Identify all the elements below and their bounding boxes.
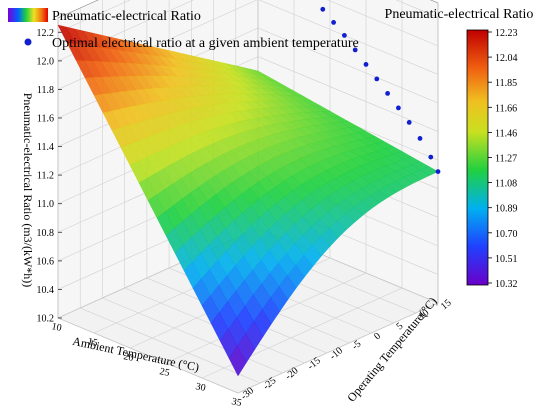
optimal-points [320, 6, 441, 175]
legend-surface-swatch [8, 8, 48, 22]
optimal-point [385, 91, 390, 96]
colorbar-tick-label: 10.70 [495, 229, 518, 240]
z-tick-label: 11.0 [37, 199, 54, 210]
y-gridline [79, 8, 261, 384]
optimal-point [396, 105, 401, 111]
colorbar-tick-label: 11.27 [495, 154, 517, 165]
legend: Pneumatic-electrical Ratio Optimal elect… [8, 8, 359, 51]
colorbar: Pneumatic-electrical Ratio 12.23 12.04 11.… [385, 7, 534, 290]
x-tick-label: 15 [86, 336, 98, 349]
z-tick-label: 12.2 [37, 28, 55, 39]
optimal-point [374, 76, 380, 82]
z-tick-label: 12.0 [37, 56, 55, 67]
surface-patch [228, 345, 247, 377]
z-axis-ticks: 10.2 10.4 10.6 10.8 11.0 11.2 11.4 11.6 11.8 12.0… [37, 28, 62, 325]
colorbar-tick-label: 11.85 [495, 78, 517, 89]
z-tick-label: 10.2 [37, 314, 55, 325]
z-tick-label: 11.8 [37, 85, 54, 96]
x-tick-label: 25 [158, 366, 170, 379]
colorbar-tick-label: 10.32 [495, 279, 518, 290]
z-tick-label: 10.6 [37, 256, 55, 267]
y-tick-label: 15 [439, 297, 454, 312]
y-tick-label: 5 [394, 321, 405, 333]
colorbar-tick-label: 12.04 [495, 53, 518, 64]
colorbar-gradient [466, 29, 489, 286]
z-axis-label: Pneumatic-electrical Ratio (m3/(kW*h)) [21, 93, 35, 288]
optimal-point [320, 6, 326, 12]
colorbar-tick-label: 10.51 [495, 254, 518, 265]
surface-mesh [57, 24, 439, 377]
x-tick-label: 30 [194, 381, 206, 394]
z-tick-label: 11.2 [37, 171, 54, 182]
legend-surface-label: Pneumatic-electrical Ratio [52, 9, 201, 24]
z-tick-label: 10.8 [37, 228, 55, 239]
z-tick-label: 11.4 [37, 142, 54, 153]
colorbar-tick-label: 11.46 [495, 128, 517, 139]
optimal-point [428, 154, 434, 160]
colorbar-tick-label: 12.23 [495, 28, 518, 39]
z-tick-label: 10.4 [37, 285, 55, 296]
x-tick-label: 35 [230, 396, 242, 407]
x-axis-ticks: 10 15 20 25 30 35 [50, 321, 242, 407]
colorbar-tick-label: 11.66 [495, 103, 517, 114]
colorbar-tick-label: 11.08 [495, 179, 517, 190]
optimal-point [352, 47, 358, 53]
x-tick-label: 10 [50, 321, 62, 334]
y-tick-label: 0 [372, 331, 383, 343]
x-tick-label: 20 [122, 351, 134, 364]
colorbar-ticks: 12.23 12.04 11.85 11.66 11.46 11.27 11.08 10.89… [488, 28, 518, 290]
z-tick-label: 11.6 [37, 114, 54, 125]
optimal-point [406, 120, 412, 125]
optimal-point [363, 62, 369, 67]
optimal-point [331, 20, 336, 25]
legend-points-label: Optimal electrical ratio at a given ambi… [52, 36, 359, 51]
optimal-point [342, 33, 347, 38]
optimal-point [417, 136, 423, 141]
optimal-point [435, 169, 441, 175]
legend-points-marker [24, 38, 32, 46]
colorbar-tick-label: 10.89 [495, 204, 518, 215]
colorbar-title: Pneumatic-electrical Ratio [385, 7, 534, 22]
